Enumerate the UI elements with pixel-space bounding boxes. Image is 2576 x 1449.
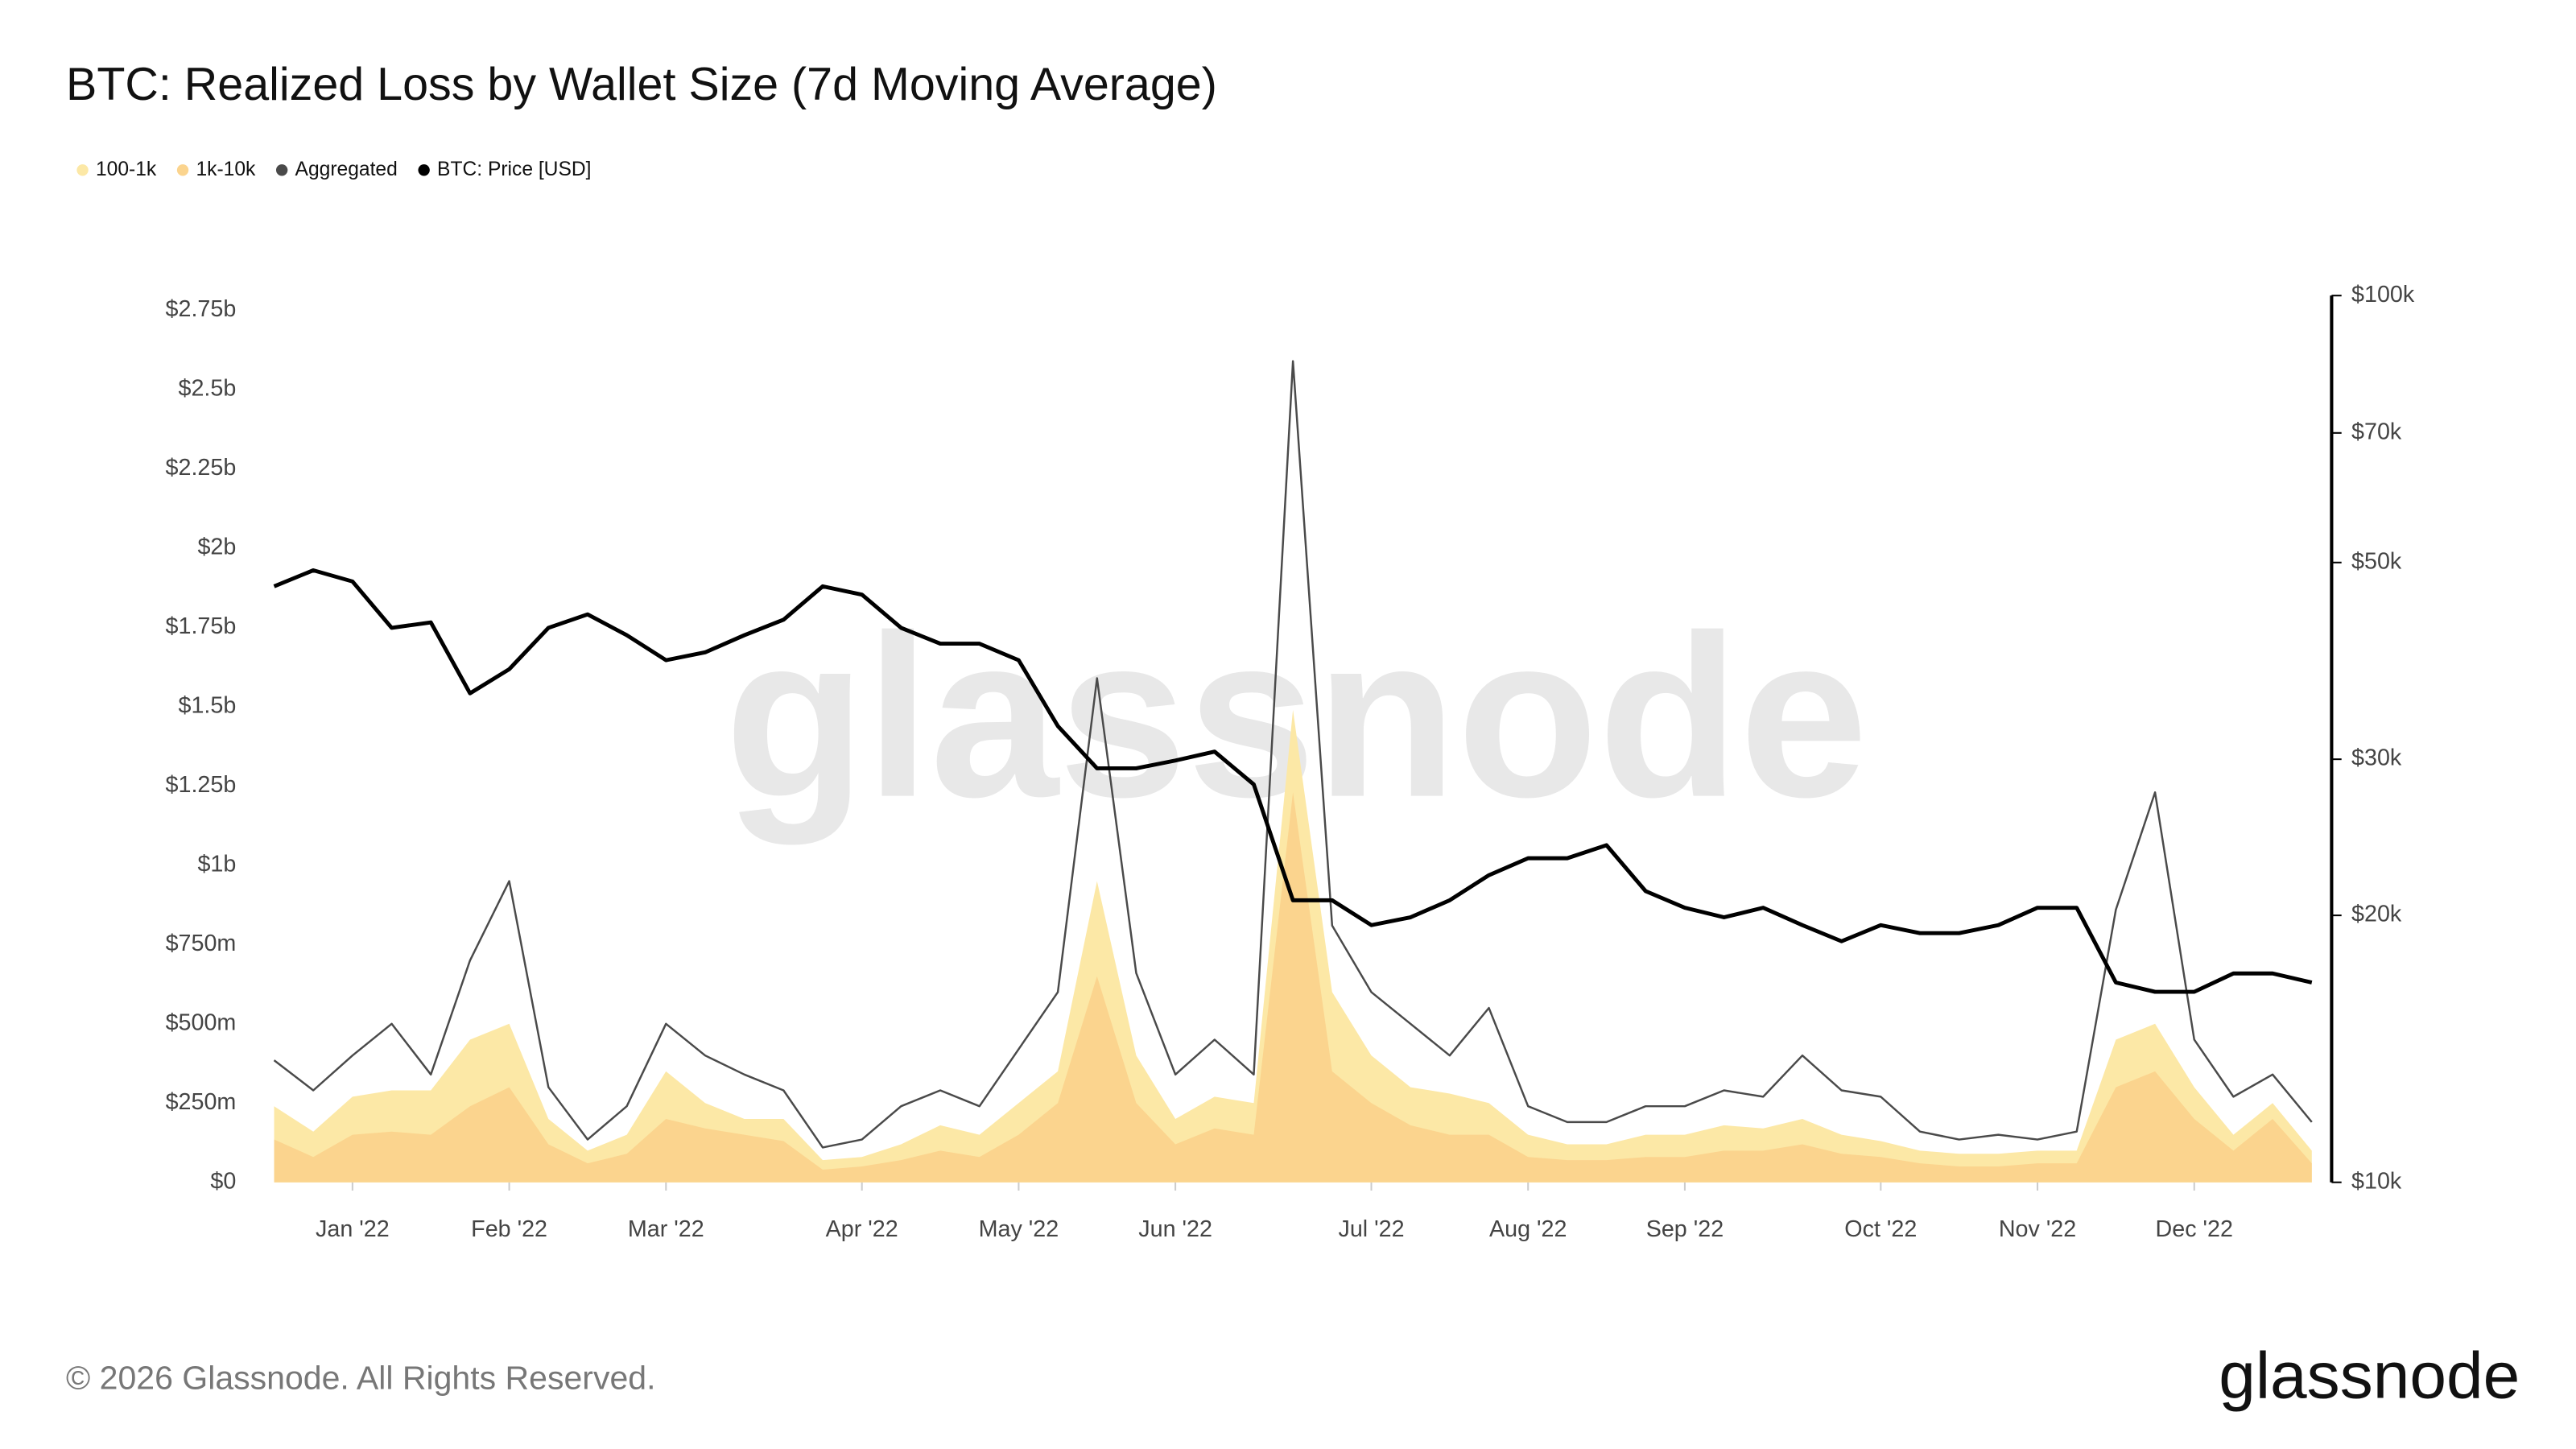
- chart-title: BTC: Realized Loss by Wallet Size (7d Mo…: [66, 59, 1217, 110]
- y2-tick-label: $30k: [2351, 745, 2402, 771]
- legend-label: Aggregated: [295, 159, 398, 180]
- y2-tick-label: $10k: [2351, 1168, 2402, 1194]
- y-tick-label: $500m: [166, 1009, 237, 1035]
- y-tick-label: $250m: [166, 1089, 237, 1115]
- legend-label: BTC: Price [USD]: [437, 159, 591, 180]
- y-tick-label: $2.25b: [166, 455, 237, 481]
- x-tick-label: Oct '22: [1844, 1216, 1917, 1242]
- price-line: [273, 568, 2313, 994]
- y-tick-label: $2b: [197, 535, 236, 560]
- x-tick-label: Mar '22: [628, 1216, 704, 1242]
- legend-marker: [418, 164, 430, 176]
- x-tick-label: Sep '22: [1646, 1216, 1724, 1242]
- footer-logo: glassnode: [2219, 1340, 2520, 1413]
- y-tick-label: $1.25b: [166, 772, 237, 798]
- legend-marker: [176, 164, 189, 176]
- y2-tick-label: $70k: [2351, 419, 2402, 444]
- legend-marker: [76, 164, 89, 176]
- copyright: © 2026 Glassnode. All Rights Reserved.: [66, 1360, 655, 1397]
- legend-label: 100-1k: [96, 159, 157, 180]
- x-tick-label: Dec '22: [2156, 1216, 2233, 1242]
- y2-tick-label: $20k: [2351, 902, 2402, 927]
- legend-label: 1k-10k: [196, 159, 256, 180]
- y-tick-label: $1b: [197, 851, 236, 877]
- x-tick-label: Jun '22: [1138, 1216, 1212, 1242]
- x-tick-label: Apr '22: [826, 1216, 898, 1242]
- x-tick-label: May '22: [979, 1216, 1059, 1242]
- y-tick-label: $2.75b: [166, 296, 237, 322]
- area: [274, 792, 2312, 1183]
- x-tick-label: Nov '22: [1999, 1216, 2076, 1242]
- y-tick-label: $0: [210, 1168, 236, 1194]
- x-tick-label: Aug '22: [1489, 1216, 1567, 1242]
- y-tick-label: $2.5b: [179, 376, 237, 402]
- x-tick-label: Jan '22: [316, 1216, 390, 1242]
- x-tick-label: Jul '22: [1338, 1216, 1404, 1242]
- x-tick-label: Feb '22: [471, 1216, 547, 1242]
- line: [273, 360, 2313, 1149]
- y-tick-label: $1.75b: [166, 613, 237, 639]
- legend-marker: [275, 164, 288, 176]
- y2-tick-label: $100k: [2351, 282, 2415, 308]
- y-tick-label: $750m: [166, 931, 237, 956]
- y-tick-label: $1.5b: [179, 693, 237, 719]
- y2-tick-label: $50k: [2351, 548, 2402, 574]
